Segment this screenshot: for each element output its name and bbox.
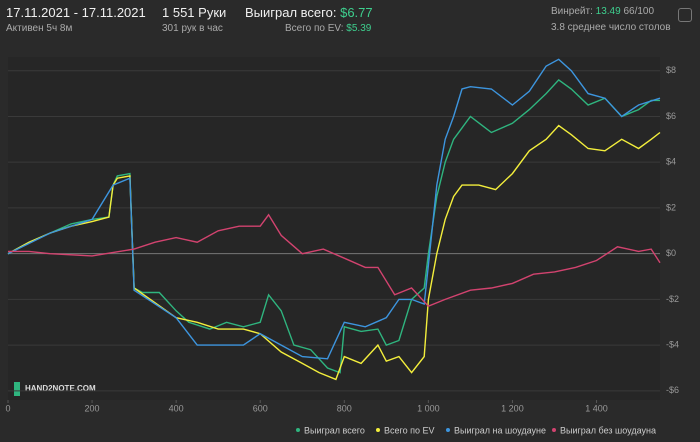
x-tick-label: 1 200 [501, 403, 524, 413]
settings-button[interactable] [678, 8, 692, 22]
value: $6.77 [340, 5, 373, 20]
x-tick-label: 400 [169, 403, 184, 413]
legend-marker [552, 428, 556, 432]
series-line [7, 78, 660, 374]
label: Винрейт: [551, 6, 593, 17]
x-tick-label: 1 400 [585, 403, 608, 413]
series-line [8, 213, 661, 308]
sample: 66/100 [623, 6, 655, 17]
y-tick-label: $0 [666, 248, 676, 258]
y-tick-label: -$2 [666, 294, 679, 304]
value: $5.39 [346, 23, 372, 34]
winrate: Винрейт: 13.49 66/100 [551, 6, 654, 17]
legend-label: Выиграл всего [304, 425, 365, 435]
label: Выиграл всего: [245, 5, 337, 20]
ev-total: Всего по EV: $5.39 [285, 23, 371, 34]
legend-marker [296, 428, 300, 432]
y-tick-label: -$4 [666, 339, 679, 349]
x-tick-label: 800 [337, 403, 352, 413]
y-tick-label: -$6 [666, 385, 679, 395]
label: Всего по EV: [285, 23, 344, 34]
x-tick-label: 1 000 [417, 403, 440, 413]
legend-marker [376, 428, 380, 432]
x-tick-label: 200 [85, 403, 100, 413]
value: 13.49 [595, 6, 621, 17]
won-total: Выиграл всего: $6.77 [245, 5, 373, 20]
hands-per-hour: 301 рук в час [162, 23, 223, 34]
legend-label: Выиграл без шоудауна [560, 425, 656, 435]
date-range: 17.11.2021 - 17.11.2021 [6, 5, 146, 20]
legend-label: Всего по EV [384, 425, 434, 435]
active: Активен 5ч 8м [6, 23, 73, 34]
series-line [7, 124, 661, 381]
y-tick-label: $8 [666, 65, 676, 75]
plot-area [8, 57, 660, 400]
logo: HAND2NOTE.COM [25, 384, 96, 393]
hands: 1 551 Руки [162, 5, 227, 20]
y-tick-label: $2 [666, 202, 676, 212]
logo-icon [14, 382, 20, 396]
legend-marker [446, 428, 450, 432]
y-tick-label: $4 [666, 157, 676, 167]
tables: 3.8 среднее число столов [551, 22, 671, 33]
legend-label: Выиграл на шоудауне [454, 425, 546, 435]
series-line [7, 58, 661, 360]
y-tick-label: $6 [666, 111, 676, 121]
x-tick-label: 0 [5, 403, 10, 413]
x-tick-label: 600 [253, 403, 268, 413]
